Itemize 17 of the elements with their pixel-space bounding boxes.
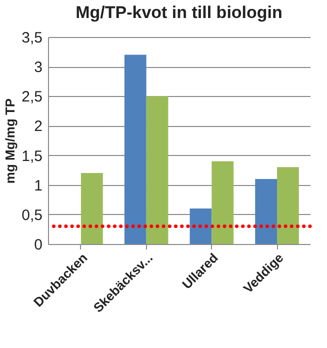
y-tick-label: 1,5 bbox=[22, 148, 42, 165]
y-tick-label: 2,5 bbox=[22, 88, 42, 106]
y-tick-label: 0 bbox=[34, 236, 42, 254]
y-tick-label: 3 bbox=[34, 59, 42, 76]
bar bbox=[255, 178, 278, 244]
y-tick-label: 2 bbox=[34, 118, 42, 136]
y-tick-label: 0,5 bbox=[22, 206, 42, 224]
bar bbox=[212, 161, 234, 244]
bar bbox=[124, 54, 146, 244]
y-tick-label: 1 bbox=[34, 177, 42, 194]
y-axis-title: mg Mg/mg TP bbox=[2, 98, 18, 184]
y-tick-label: 3,5 bbox=[22, 30, 42, 46]
bar bbox=[80, 173, 103, 244]
chart-title: Mg/TP-kvot in till biologin bbox=[76, 3, 282, 22]
bar bbox=[277, 167, 299, 244]
bar bbox=[190, 208, 212, 244]
bar bbox=[146, 96, 168, 244]
